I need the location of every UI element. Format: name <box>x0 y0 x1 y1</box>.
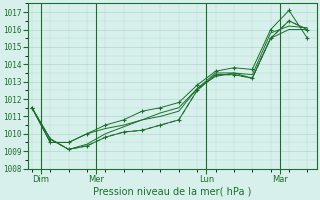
X-axis label: Pression niveau de la mer( hPa ): Pression niveau de la mer( hPa ) <box>93 187 252 197</box>
